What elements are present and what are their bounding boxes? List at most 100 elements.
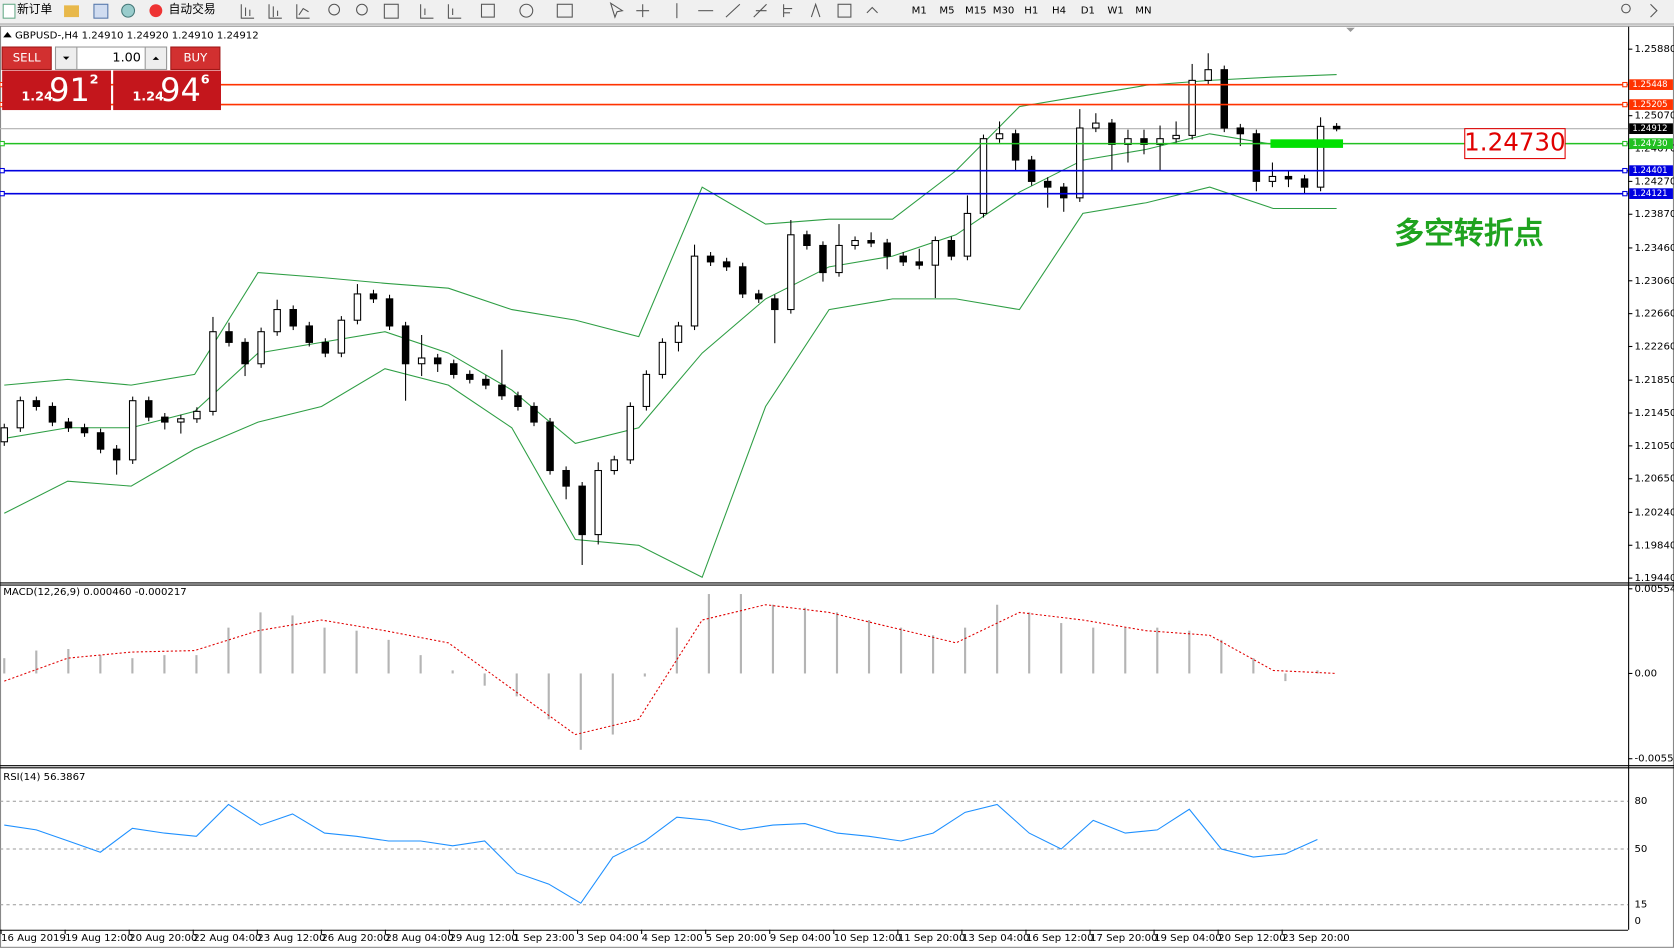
x-tick-label: 5 Sep 20:00 [706, 933, 767, 944]
bid-box[interactable] [2, 70, 112, 111]
candle [1204, 53, 1212, 85]
candle [1124, 129, 1132, 163]
level-handle[interactable] [1622, 190, 1628, 197]
timeframe-button[interactable]: W1 [1107, 6, 1123, 17]
timeframe-button[interactable]: H4 [1052, 6, 1066, 17]
macd-histogram-bar [1124, 627, 1127, 674]
candle-body [1332, 125, 1341, 130]
collapse-arrow[interactable] [3, 32, 12, 38]
icon[interactable] [268, 4, 282, 19]
level-handle[interactable] [1622, 101, 1628, 108]
candle [1220, 65, 1229, 133]
candle-body [16, 400, 25, 429]
timeframe-button[interactable]: M15 [965, 6, 987, 17]
icon[interactable] [609, 1, 624, 19]
macd-histogram-bar [1220, 639, 1223, 674]
candle-body [1043, 180, 1052, 188]
x-tick-label: 4 Sep 12:00 [642, 933, 703, 944]
x-tick-label: 10 Sep 12:00 [834, 933, 902, 944]
macd-histogram-bar [131, 658, 134, 674]
icon[interactable] [636, 4, 650, 18]
candle [1300, 174, 1309, 194]
shift-marker [1346, 27, 1355, 33]
candle-body [209, 331, 217, 412]
candle-body [96, 432, 105, 450]
candle [1011, 129, 1020, 171]
icon[interactable] [480, 3, 495, 18]
icon[interactable] [1650, 3, 1658, 18]
candle [1188, 63, 1196, 140]
candle-body [1300, 178, 1309, 188]
icon[interactable] [296, 4, 310, 19]
icon[interactable] [810, 2, 821, 18]
bollinger-middle [4, 133, 1337, 444]
macd-histogram-bar [739, 594, 742, 674]
icon[interactable] [328, 3, 341, 16]
x-tick-label: 23 Sep 20:00 [1282, 933, 1350, 944]
icon[interactable] [121, 3, 136, 18]
candle-body [128, 400, 137, 461]
icon[interactable] [556, 3, 573, 18]
icon[interactable] [783, 4, 793, 18]
candle [353, 284, 362, 325]
candle [16, 396, 25, 432]
candle [835, 224, 843, 277]
candle-body [626, 405, 635, 461]
level-handle[interactable] [1622, 140, 1628, 147]
timeframe-button[interactable]: D1 [1081, 6, 1095, 17]
x-tick-label: 1 Sep 23:00 [514, 933, 575, 944]
candle-body [112, 448, 121, 461]
icon[interactable] [866, 6, 878, 14]
icon[interactable] [519, 3, 534, 18]
timeframe-button[interactable]: M1 [912, 6, 927, 17]
buy-button[interactable] [170, 46, 221, 70]
level-handle[interactable] [0, 190, 5, 197]
timeframe-button[interactable]: M5 [939, 6, 954, 17]
level-handle[interactable] [0, 140, 5, 147]
level-handle[interactable] [1622, 81, 1628, 88]
macd-histogram-bar [996, 604, 999, 674]
x-tick-label: 23 Aug 12:00 [257, 933, 325, 944]
icon[interactable] [356, 3, 368, 16]
y-tick-label: 50 [1634, 844, 1647, 855]
icon[interactable] [64, 5, 80, 18]
timeframe-button[interactable]: M30 [993, 6, 1015, 17]
candle-body [433, 357, 442, 365]
icon[interactable] [837, 3, 852, 18]
icon[interactable] [240, 4, 255, 19]
icon[interactable] [753, 3, 767, 18]
macd-histogram-bar [195, 655, 198, 674]
candle [771, 294, 779, 344]
icon[interactable] [383, 3, 399, 19]
candle [690, 244, 699, 331]
level-tag [1629, 99, 1673, 110]
candle-body [145, 400, 153, 418]
new-order-button[interactable]: 新订单 [2, 2, 53, 19]
candle [722, 257, 731, 271]
y-tick-label: 0.00 [1634, 668, 1657, 679]
icon[interactable] [1621, 3, 1631, 14]
timeframe-button[interactable]: H1 [1024, 6, 1038, 17]
turning-zone [1270, 139, 1344, 148]
timeframe-button[interactable]: MN [1135, 6, 1151, 17]
level-handle[interactable] [1622, 167, 1628, 174]
icon[interactable] [447, 4, 462, 19]
macd-histogram-bar [611, 673, 614, 735]
ask-box[interactable] [113, 70, 221, 111]
level-handle[interactable] [0, 167, 5, 174]
candle-body [161, 416, 169, 423]
icon[interactable] [93, 3, 109, 19]
level-tag-label: 1.24730 [1632, 139, 1667, 149]
macd-histogram-bar [643, 673, 646, 677]
sell-button[interactable] [1, 46, 52, 70]
candle [1284, 170, 1293, 188]
icon[interactable] [725, 3, 741, 18]
ask-big: 1.24 [132, 90, 164, 105]
candle [177, 414, 185, 434]
macd-histogram-bar [707, 594, 710, 674]
icon[interactable] [420, 4, 434, 19]
auto-trading-button[interactable]: 自动交易 [149, 2, 216, 18]
ask-fraction: 6 [201, 73, 210, 88]
candle [32, 396, 41, 411]
